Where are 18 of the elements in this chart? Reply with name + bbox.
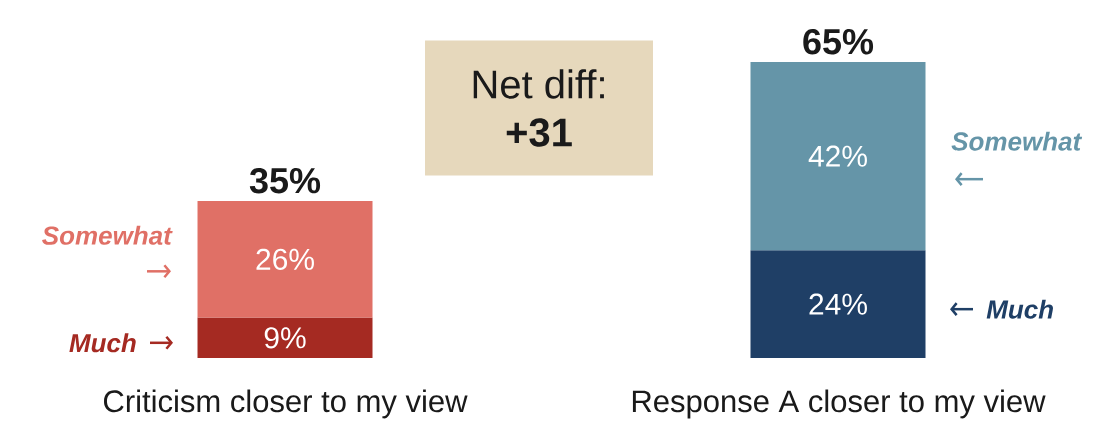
text: Much xyxy=(69,333,136,353)
data-label: 26% xyxy=(256,248,314,270)
data-label: 9% xyxy=(264,327,306,349)
data-label: 24% xyxy=(809,293,867,315)
bar xyxy=(750,61,926,251)
x-tick-label: Response A closer to my view xyxy=(632,389,1046,419)
total-label: 35% xyxy=(249,167,321,194)
annotation: +31 xyxy=(506,118,572,147)
total-label: 65% xyxy=(803,28,874,55)
bar xyxy=(197,201,373,318)
bar xyxy=(197,317,373,358)
bar xyxy=(750,250,926,358)
text: Somewhat xyxy=(951,131,1083,151)
x-tick-label: Criticism closer to my view xyxy=(104,389,468,419)
data-label: 42% xyxy=(808,145,867,167)
annotation: Net diff: xyxy=(473,69,604,99)
legend-label: Much xyxy=(986,299,1053,319)
series-label: Somewhat xyxy=(42,225,173,245)
